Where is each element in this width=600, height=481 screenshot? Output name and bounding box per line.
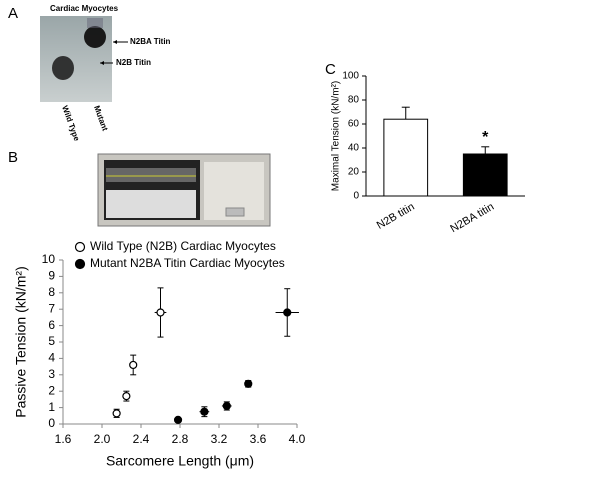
x-tick-label: N2B titin [375, 201, 417, 232]
y-tick-label: 60 [348, 119, 360, 130]
gel-image [40, 16, 112, 102]
point [129, 360, 138, 370]
band-label: N2B Titin [116, 58, 151, 67]
y-tick-label: 3 [48, 367, 55, 381]
x-tick-label: 3.6 [250, 432, 267, 446]
arrow-head [113, 40, 117, 44]
y-tick-label: 8 [48, 285, 55, 299]
y-tick-label: 6 [48, 318, 55, 332]
y-tick-label: 20 [348, 167, 360, 178]
legend-marker [74, 241, 86, 253]
y-tick-label: 5 [48, 334, 55, 348]
annotation: * [482, 129, 489, 146]
y-tick-label: 10 [42, 252, 56, 266]
x-tick-label: 2.4 [133, 432, 150, 446]
legend-label: Mutant N2BA Titin Cardiac Myocytes [90, 256, 285, 270]
point [112, 409, 121, 418]
y-tick-label: 100 [342, 71, 359, 82]
arrow-head [100, 61, 104, 65]
point [156, 308, 165, 317]
legend-marker [74, 258, 86, 270]
y-tick-label: 0 [353, 191, 359, 202]
plots: 0 1 2 3 4 5 6 7 8 9 10 1.6 2.0 2.4 2.8 3.2 3.6 4.0 Sarcome… [13, 71, 525, 469]
y-tick-label: 80 [348, 95, 360, 106]
panel-label: A [8, 5, 18, 22]
y-tick-label: 0 [48, 416, 55, 430]
inset-screenshot [97, 153, 271, 227]
panel-label: C [325, 61, 336, 78]
y-tick-label: 7 [48, 301, 55, 315]
point [122, 392, 131, 401]
y-axis-label: Maximal Tension (kN/m²) [331, 81, 342, 191]
point [244, 379, 253, 388]
legend-label: Wild Type (N2B) Cardiac Myocytes [90, 239, 276, 253]
x-tick-label: N2BA titin [448, 201, 496, 236]
x-tick-label: 3.2 [211, 432, 228, 446]
gel-title: Cardiac Myocytes [50, 4, 119, 13]
bar [462, 153, 508, 197]
panel-label: B [8, 149, 18, 166]
y-tick-label: 40 [348, 143, 360, 154]
point [222, 401, 231, 411]
point [283, 308, 292, 317]
band-label: N2BA Titin [130, 37, 171, 46]
x-tick-label: 2.8 [172, 432, 189, 446]
bar [383, 118, 429, 197]
lane-label: Wild Type [60, 104, 81, 142]
x-axis-label: Sarcomere Length (μm) [106, 453, 254, 469]
y-tick-label: 2 [48, 383, 55, 397]
point [200, 407, 209, 416]
x-tick-label: 4.0 [289, 432, 306, 446]
y-axis-label: Passive Tension (kN/m²) [13, 266, 29, 417]
x-tick-label: 2.0 [94, 432, 111, 446]
y-tick-label: 4 [48, 351, 55, 365]
x-tick-label: 1.6 [55, 432, 72, 446]
y-tick-label: 1 [48, 400, 55, 414]
y-tick-label: 9 [48, 269, 55, 283]
lane-label: Mutant [92, 104, 110, 132]
point [173, 415, 183, 424]
